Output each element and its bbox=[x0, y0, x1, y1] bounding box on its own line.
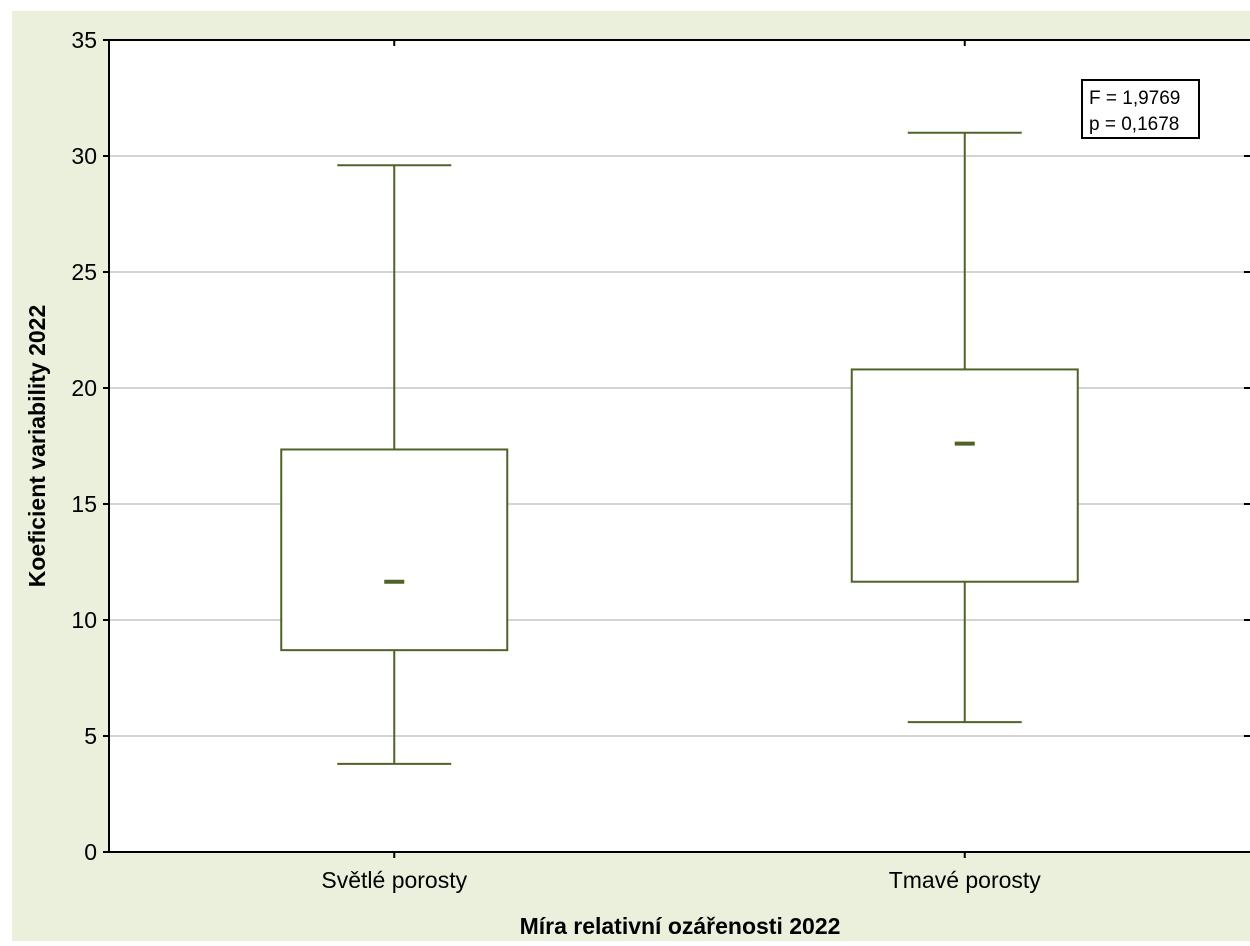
y-tick-label: 10 bbox=[71, 607, 97, 633]
annotation-p-value: p = 0,1678 bbox=[1089, 114, 1179, 135]
box-group bbox=[280, 164, 509, 765]
y-tick-label: 25 bbox=[71, 259, 97, 285]
y-tick-label: 35 bbox=[71, 27, 97, 53]
plot-area bbox=[109, 40, 1250, 852]
stats-annotation: F = 1,9769 p = 0,1678 bbox=[1081, 79, 1200, 139]
annotation-f-value: F = 1,9769 bbox=[1089, 88, 1180, 109]
x-tick-label: Tmavé porosty bbox=[889, 867, 1042, 893]
y-tick-label: 5 bbox=[84, 723, 97, 749]
y-tick-label: 15 bbox=[71, 491, 97, 517]
y-tick-label: 20 bbox=[71, 375, 97, 401]
y-tick-label: 0 bbox=[84, 839, 97, 865]
box-group bbox=[850, 131, 1079, 724]
x-tick-label: Světlé porosty bbox=[321, 867, 467, 893]
y-axis-label: Koeficient variability 2022 bbox=[24, 305, 50, 588]
iqr-box bbox=[850, 368, 1079, 583]
y-tick-label: 30 bbox=[71, 143, 97, 169]
axes: 0 5 10 15 20 25 30 35 Světlé porosty Tmavé porost… bbox=[71, 27, 1250, 893]
x-axis-label: Míra relativní ozářenosti 2022 bbox=[520, 913, 841, 939]
annotation-box bbox=[1081, 79, 1200, 139]
boxes bbox=[280, 131, 1079, 765]
iqr-box bbox=[280, 448, 509, 652]
